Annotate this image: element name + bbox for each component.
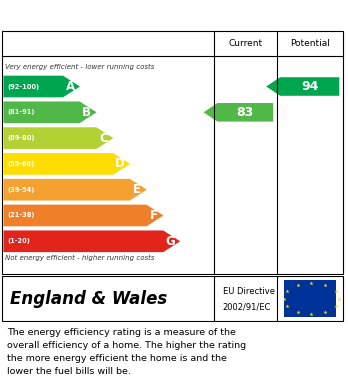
- Bar: [284, 280, 336, 317]
- Text: (81-91): (81-91): [8, 109, 35, 115]
- Text: 83: 83: [237, 106, 254, 119]
- Text: (1-20): (1-20): [8, 238, 31, 244]
- Text: A: A: [65, 80, 75, 93]
- Text: D: D: [115, 158, 125, 170]
- Polygon shape: [3, 204, 164, 226]
- Text: EU Directive: EU Directive: [223, 287, 275, 296]
- Polygon shape: [3, 127, 113, 149]
- Text: B: B: [82, 106, 91, 119]
- Text: Energy Efficiency Rating: Energy Efficiency Rating: [10, 7, 220, 23]
- Text: (69-80): (69-80): [8, 135, 35, 141]
- Text: Current: Current: [228, 39, 262, 48]
- Polygon shape: [3, 153, 130, 175]
- Polygon shape: [266, 77, 339, 96]
- Text: F: F: [150, 209, 158, 222]
- Text: (39-54): (39-54): [8, 187, 35, 193]
- Text: The energy efficiency rating is a measure of the
overall efficiency of a home. T: The energy efficiency rating is a measur…: [7, 328, 246, 376]
- Polygon shape: [3, 230, 180, 252]
- Text: 2002/91/EC: 2002/91/EC: [223, 303, 271, 312]
- Polygon shape: [3, 179, 147, 201]
- Text: G: G: [165, 235, 175, 248]
- Text: Very energy efficient - lower running costs: Very energy efficient - lower running co…: [5, 64, 155, 70]
- Polygon shape: [204, 103, 273, 122]
- Text: C: C: [99, 132, 108, 145]
- Text: 94: 94: [301, 80, 318, 93]
- Text: Potential: Potential: [290, 39, 330, 48]
- Text: England & Wales: England & Wales: [10, 289, 168, 307]
- Polygon shape: [3, 76, 80, 97]
- Text: (55-68): (55-68): [8, 161, 35, 167]
- Text: (21-38): (21-38): [8, 212, 35, 219]
- Text: (92-100): (92-100): [8, 84, 40, 90]
- Polygon shape: [3, 102, 97, 123]
- Text: E: E: [133, 183, 141, 196]
- Text: Not energy efficient - higher running costs: Not energy efficient - higher running co…: [5, 255, 155, 262]
